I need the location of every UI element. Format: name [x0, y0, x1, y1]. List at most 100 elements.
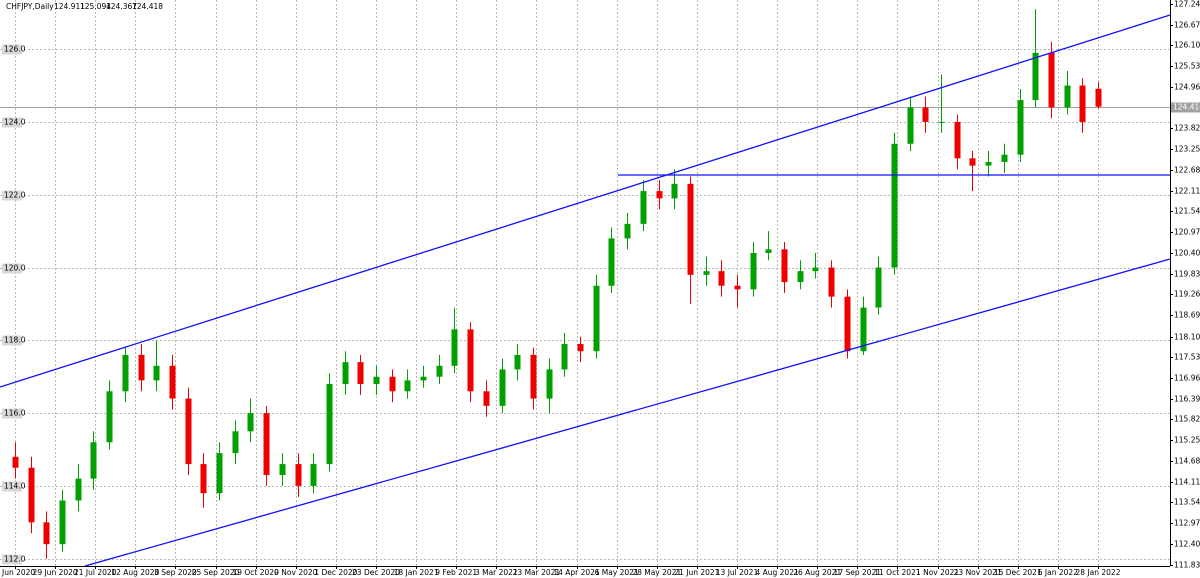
candle-body [907, 107, 914, 144]
grid-label-box [2, 335, 22, 346]
candle-body [185, 398, 192, 465]
y2-tick-label: 123.820 [1174, 124, 1200, 133]
candle-body [216, 453, 223, 494]
y2-tick-label: 112.975 [1174, 519, 1200, 528]
x-tick-label: 23 Nov 2021 [954, 568, 1002, 577]
x-tick-label: 26 Aug 2021 [793, 568, 841, 577]
candle-body [43, 522, 50, 545]
candle-body [656, 191, 663, 199]
candle-body [436, 365, 443, 377]
x-tick-label: 6 May 2021 [595, 568, 639, 577]
y2-tick-label: 116.965 [1174, 374, 1200, 383]
x-tick-label: 9 Feb 2021 [435, 568, 477, 577]
y2-tick-label: 115.825 [1174, 415, 1200, 424]
chart-title: CHFJPY,Daily [6, 2, 54, 11]
candle-body [232, 431, 239, 454]
candle-body [687, 183, 694, 275]
x-tick-label: 9 Nov 2020 [274, 568, 317, 577]
grid [0, 0, 1170, 566]
x-tick-label: 29 Jun 2020 [33, 568, 78, 577]
y2-tick-label: 126.670 [1174, 21, 1200, 30]
y2-tick-label: 118.690 [1174, 311, 1200, 320]
candle-body [624, 223, 631, 239]
candle-body [969, 158, 976, 166]
candle-body [106, 391, 113, 443]
close-value: 124.418 [132, 2, 163, 11]
candle-body [122, 354, 129, 392]
current-price-label: 124.418 [1173, 103, 1200, 112]
grid-label-box [2, 554, 22, 565]
y2-tick-label: 114.685 [1174, 457, 1200, 466]
y2-tick-label: 112.405 [1174, 540, 1200, 549]
y-grid-label: 118.0 [4, 336, 26, 345]
x-tick-label: 15 Dec 2021 [994, 568, 1042, 577]
candle-body [138, 354, 145, 381]
candle-body [326, 384, 333, 465]
y2-tick-label: 121.540 [1174, 207, 1200, 216]
x-tick-label: 13 Jul 2021 [716, 568, 759, 577]
candle-body [90, 442, 97, 479]
y2-tick-label: 123.250 [1174, 145, 1200, 154]
candle-body [1017, 100, 1024, 155]
upper-channel-line [0, 14, 1171, 388]
candle-body [1048, 52, 1055, 108]
candle-body [718, 271, 725, 286]
candle-body [750, 252, 757, 290]
candle-body [781, 249, 788, 283]
x-tick-label: 11 Oct 2021 [874, 568, 921, 577]
candle-body [514, 354, 521, 370]
candle-body [860, 307, 867, 352]
candle-body [703, 271, 710, 275]
candle-body [577, 343, 584, 352]
y2-tick-label: 126.100 [1174, 41, 1200, 50]
candle-body [546, 369, 553, 399]
grid-label-box [2, 117, 22, 128]
candle-body [28, 467, 35, 523]
current-price-box [1171, 102, 1200, 113]
candle-body [467, 329, 474, 392]
candle-body [357, 362, 364, 385]
y2-tick-label: 114.115 [1174, 478, 1200, 487]
candle-body [593, 285, 600, 352]
y-grid-label: 122.0 [4, 191, 26, 200]
y2-tick-label: 118.105 [1174, 333, 1200, 342]
x-tick-label: 23 Mar 2021 [513, 568, 561, 577]
y2-tick-label: 120.400 [1174, 249, 1200, 258]
y2-tick-label: 113.545 [1174, 498, 1200, 507]
candle-body [169, 365, 176, 399]
candle-body [75, 478, 82, 501]
candle-body [891, 143, 898, 268]
x-tick-label: 4 Aug 2021 [755, 568, 798, 577]
grid-label-box [2, 44, 22, 55]
y2-tick-label: 122.110 [1174, 187, 1200, 196]
candle-body [263, 413, 270, 476]
x-tick-label: 19 Oct 2020 [232, 568, 279, 577]
open-value: 124.911 [54, 2, 85, 11]
candle-body [765, 249, 772, 253]
candle-body [310, 464, 317, 486]
candle-body [483, 391, 490, 406]
candle-body [985, 161, 992, 166]
trend-lines [0, 14, 1171, 567]
x-tick-label: 21 Jul 2020 [74, 568, 117, 577]
lower-channel-line [84, 258, 1171, 567]
y2-tick-label: 111.835 [1174, 561, 1200, 570]
x-tick-label: 28 Jan 2022 [1076, 568, 1121, 577]
x-tick-label: 1 Nov 2021 [916, 568, 959, 577]
y2-tick-label: 125.530 [1174, 62, 1200, 71]
x-tick-label: 5 Jun 2020 [0, 568, 35, 577]
candle-body [938, 121, 945, 123]
candle-body [1095, 88, 1102, 107]
candle-body [389, 376, 396, 392]
candle-body [373, 376, 380, 385]
candle-body [1064, 85, 1071, 108]
candle-body [1001, 154, 1008, 162]
x-tick-label: 25 Sep 2020 [192, 568, 240, 577]
candle-body [954, 121, 961, 159]
header: CHFJPY,Daily 124.911 125.094 124.367 124… [6, 2, 163, 11]
low-value: 124.367 [106, 2, 137, 11]
y2-tick-label: 116.395 [1174, 395, 1200, 404]
high-value: 125.094 [80, 2, 111, 11]
y2-tick-label: 117.535 [1174, 353, 1200, 362]
